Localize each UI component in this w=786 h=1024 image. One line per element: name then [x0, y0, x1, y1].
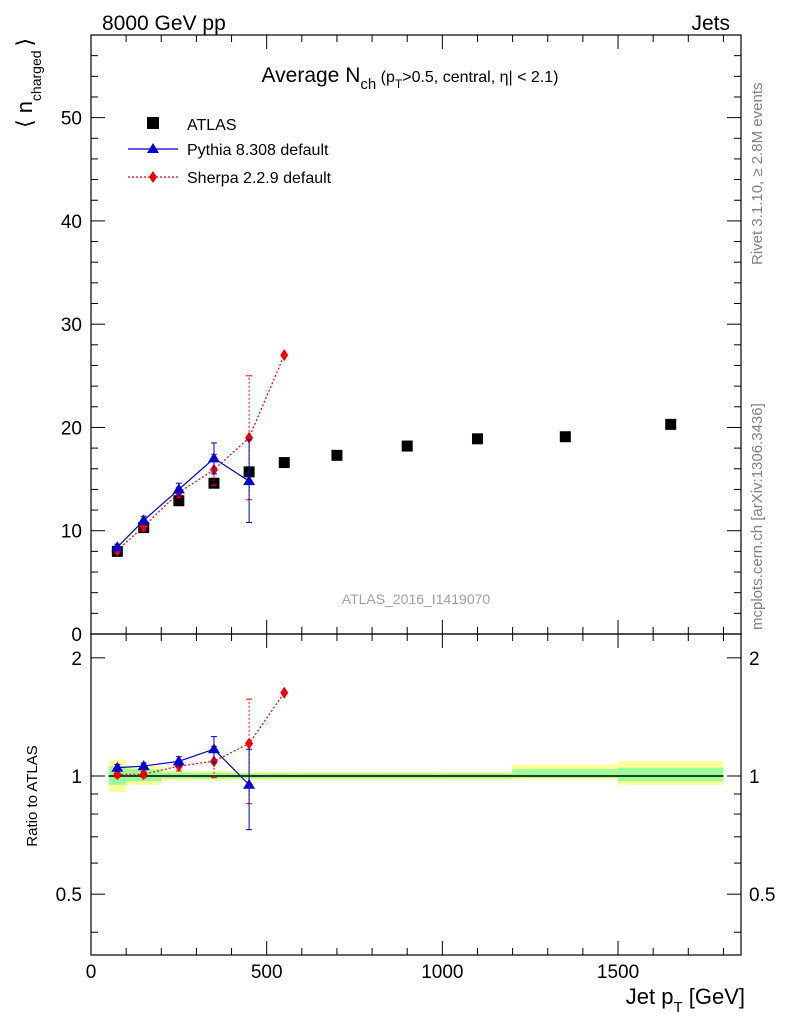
ratio-frame	[90, 633, 742, 956]
xlabel-main: Jet p	[626, 984, 674, 1009]
x-tick-label: 1500	[597, 962, 639, 983]
atlas-data-point	[173, 495, 185, 507]
ratio-y-tick-label: 0.5	[56, 885, 82, 906]
main-y-tick-label: 10	[61, 522, 82, 543]
ratio-y-tick-label: 2	[71, 649, 82, 670]
sherpa-data-point	[245, 431, 254, 444]
sherpa-line	[116, 354, 285, 551]
title-main: Average N	[262, 64, 361, 87]
x-tick-label: 1000	[421, 962, 463, 983]
pythia-ratio-point	[243, 778, 256, 789]
analysis-watermark: ATLAS_2016_I1419070	[342, 591, 491, 607]
title-subscript: ch	[360, 76, 376, 93]
sherpa-data-point	[280, 349, 289, 362]
main-y-tick-label: 0	[71, 625, 82, 646]
pythia-data-point	[207, 452, 220, 463]
atlas-data-point	[401, 440, 413, 452]
atlas-data-point	[471, 433, 483, 445]
main-y-tick-label: 30	[61, 315, 82, 336]
title-tail: (p	[376, 69, 395, 86]
mcplots-reference-label: mcplots.cern.ch [arXiv:1306.3436]	[749, 403, 766, 630]
atlas-data-point	[665, 418, 677, 430]
legend-atlas-label: ATLAS	[187, 117, 237, 134]
legend-pythia-label: Pythia 8.308 default	[187, 142, 329, 159]
legend-sherpa-label: Sherpa 2.2.9 default	[187, 170, 332, 187]
pythia-ratio-point	[111, 761, 124, 772]
title-tail-end: >0.5, central, η| < 2.1)	[402, 69, 558, 86]
main-y-tick-label: 40	[61, 212, 82, 233]
header-process-label: Jets	[691, 12, 730, 35]
pythia-data-point	[243, 475, 256, 486]
ratio-y-tick-label-right: 2	[749, 649, 760, 670]
pythia-ratio-point	[137, 760, 150, 771]
ratio-panel: 0.5 0.5 1 1 2 2 0 500 1000 1500 Ratio to ATLAS Je…	[24, 633, 775, 1016]
sherpa-ratio-point	[139, 768, 148, 781]
x-tick-label: 500	[251, 962, 283, 983]
atlas-uncertainty-band-inner	[512, 769, 619, 778]
xlabel-subscript: T	[673, 999, 682, 1016]
legend-sherpa-marker	[149, 171, 157, 183]
atlas-data-point	[208, 477, 220, 489]
pythia-data-point	[172, 483, 185, 494]
sherpa-ratio-point	[280, 686, 289, 699]
pythia-ratio-point	[207, 743, 220, 754]
pythia-data-point	[111, 541, 124, 552]
main-y-tick-label: 50	[61, 109, 82, 130]
ylabel-close: ⟩	[12, 38, 37, 47]
x-tick-label: 0	[86, 962, 97, 983]
x-axis-label: Jet pT [GeV]	[626, 984, 745, 1016]
legend: ATLAS Pythia 8.308 default Sherpa 2.2.9 …	[128, 117, 332, 187]
sherpa-ratio-point	[245, 737, 254, 750]
atlas-data-point	[559, 431, 571, 443]
main-y-tick-label: 20	[61, 418, 82, 439]
pythia-ratio-point	[172, 755, 185, 766]
rivet-version-label: Rivet 3.1.10, ≥ 2.8M events	[749, 83, 766, 266]
header-energy-label: 8000 GeV pp	[102, 12, 226, 35]
atlas-data-point	[331, 449, 343, 461]
title-tail-subscript: T	[395, 77, 403, 91]
ratio-y-tick-label-right: 1	[749, 767, 760, 788]
main-panel: Average Nch (pT>0.5, central, η| < 2.1) …	[12, 34, 742, 646]
legend-pythia-marker	[147, 143, 159, 153]
main-plot-title: Average Nch (pT>0.5, central, η| < 2.1)	[262, 64, 559, 93]
pythia-data-point	[137, 514, 150, 525]
xlabel-tail: [GeV]	[683, 984, 745, 1009]
ratio-y-axis-label: Ratio to ATLAS	[24, 745, 41, 846]
ratio-y-tick-label-right: 0.5	[749, 885, 775, 906]
atlas-data-point	[278, 457, 290, 469]
main-y-axis-label: ⟨ ncharged ⟩	[12, 38, 44, 128]
ylabel-subscript: charged	[28, 50, 44, 101]
ratio-y-tick-label: 1	[71, 767, 82, 788]
atlas-uncertainty-band-inner	[618, 767, 724, 782]
ylabel-main: ⟨ n	[12, 101, 37, 128]
sherpa-ratio-line	[117, 692, 285, 775]
legend-atlas-marker	[147, 117, 159, 129]
